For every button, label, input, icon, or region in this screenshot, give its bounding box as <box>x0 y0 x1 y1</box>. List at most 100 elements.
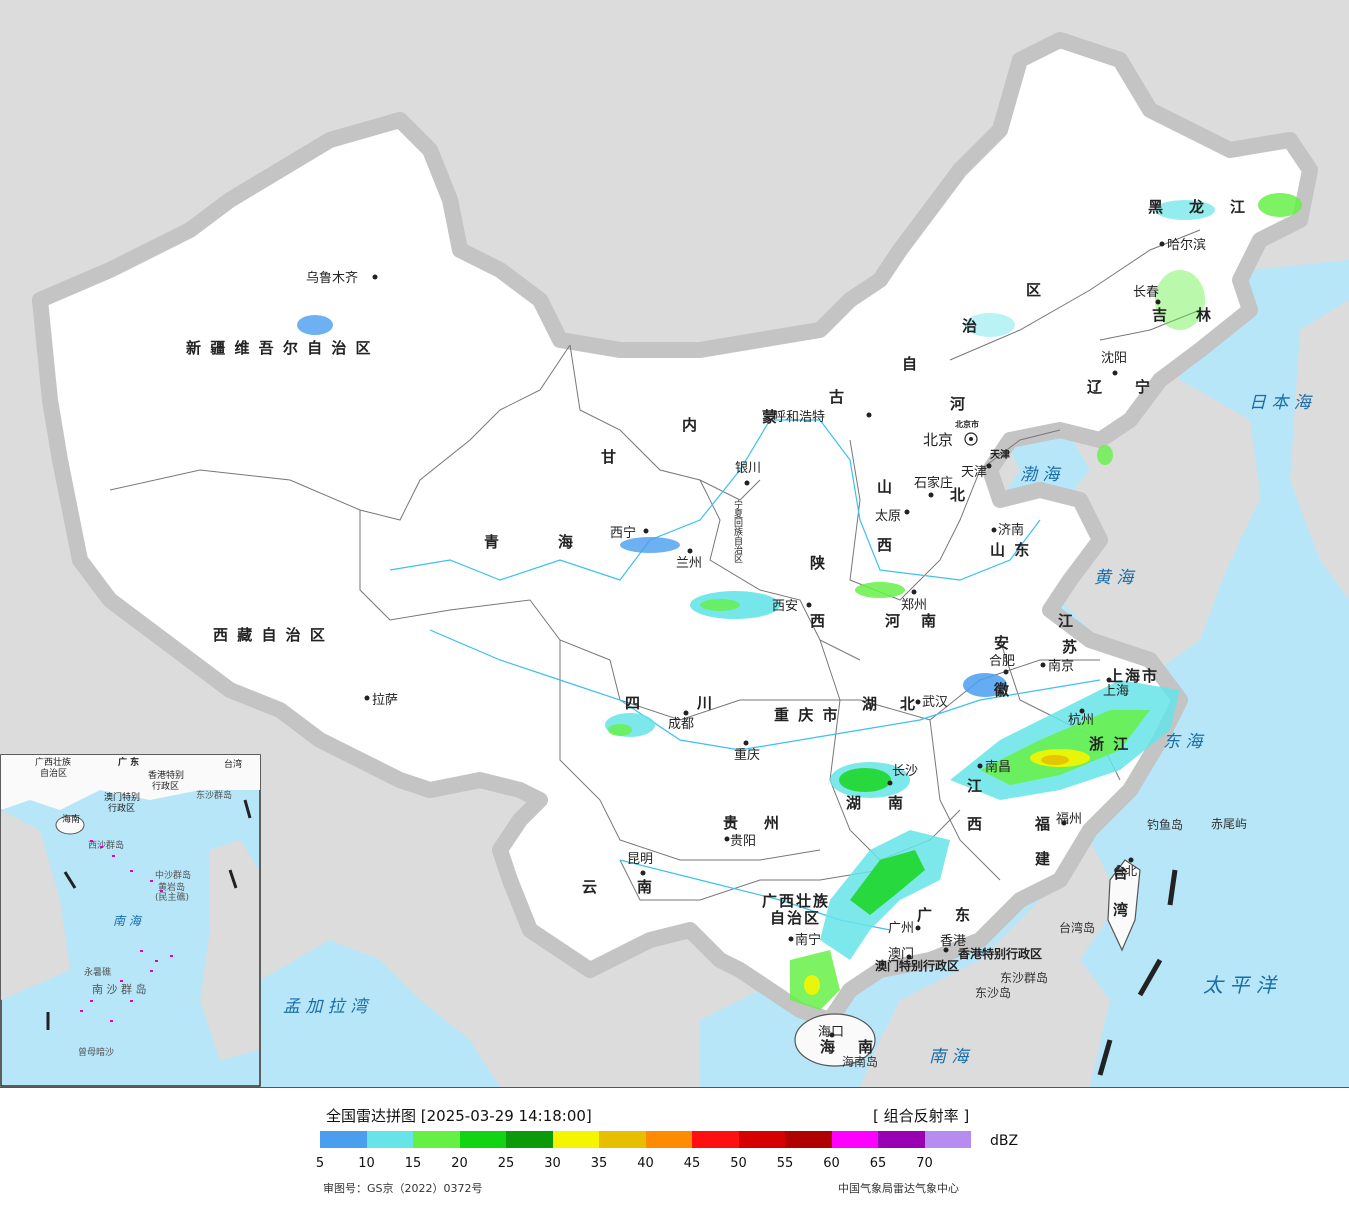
label-jiangxi-2: 西 <box>967 815 984 833</box>
hainan-island-shape <box>794 1013 876 1067</box>
label-nm-6: 区 <box>1026 281 1043 299</box>
sea-donghai: 东 海 <box>1163 732 1205 752</box>
city-hongkong: 香港 <box>940 934 966 949</box>
inset-sea: 南 海 <box>113 914 143 928</box>
city-hohhot: 呼和浩特 <box>773 410 825 425</box>
label-hainan-2: 南 <box>858 1038 875 1056</box>
island-diaoyu: 钓鱼岛 <box>1147 817 1183 832</box>
label-yunnan-1: 云 <box>582 878 599 896</box>
city-taipei: 台北 <box>1113 863 1137 878</box>
color-swatch-2 <box>413 1131 460 1148</box>
island-labels: 钓鱼岛 赤尾屿 台湾岛 东沙群岛 东沙岛 海南岛 <box>842 817 1247 1069</box>
label-nm-3: 古 <box>829 388 846 406</box>
city-urumqi: 乌鲁木齐 <box>306 270 358 286</box>
city-wuhan: 武汉 <box>922 695 948 710</box>
sea-huanghai: 黄 海 <box>1094 568 1136 588</box>
echo <box>620 537 680 553</box>
maritime-boundary <box>1097 869 1178 1076</box>
inset-guangdong: 广 东 <box>118 756 139 768</box>
inset-macao: 澳门特别 <box>104 791 140 803</box>
echo <box>1258 193 1302 217</box>
sea-pacific: 太 平 洋 <box>1203 973 1278 997</box>
label-macao-sar: 澳门特别行政区 <box>875 958 959 973</box>
inset-dongsha: 东沙群岛 <box>196 789 232 801</box>
radar-echoes <box>297 193 1302 1010</box>
city-yinchuan: 银川 <box>735 461 761 476</box>
label-qinghai-2: 海 <box>558 533 575 551</box>
city-nanjing: 南京 <box>1048 658 1074 674</box>
label-heilongjiang-1: 黑 <box>1148 198 1165 216</box>
label-hubei-1: 湖 <box>862 695 879 713</box>
label-sichuan-1: 四 <box>625 694 642 712</box>
sea-bohai: 渤 海 <box>1020 465 1062 485</box>
beijing-capital-dot <box>969 437 973 441</box>
city-nanchang: 南昌 <box>985 759 1011 775</box>
island-dongsha: 东沙岛 <box>975 985 1011 1000</box>
scale-tick: 15 <box>404 1156 422 1171</box>
city-beijing: 北京 <box>923 431 953 449</box>
label-taiwan-1: 台 <box>1113 864 1130 882</box>
city-haikou: 海口 <box>818 1025 844 1040</box>
color-swatch-8 <box>692 1131 739 1148</box>
city-jinan: 济南 <box>998 522 1024 538</box>
south-china-sea-inset <box>0 754 261 1087</box>
city-chengdu: 成都 <box>668 717 694 732</box>
city-lanzhou: 兰州 <box>676 556 702 571</box>
color-swatch-13 <box>924 1131 971 1148</box>
color-swatch-9 <box>738 1131 785 1148</box>
echo <box>850 850 925 915</box>
echo <box>608 724 632 736</box>
inset-hainan: 海南 <box>62 813 80 825</box>
label-jilin-1: 吉 <box>1152 306 1169 324</box>
label-heilongjiang-2: 龙 <box>1188 198 1206 216</box>
sea-labels: 渤 海 黄 海 东 海 南 海 日 本 海 太 平 洋 孟 加 拉 湾 <box>283 393 1314 1067</box>
city-labels: 乌鲁木齐 拉萨 西宁 兰州 银川 呼和浩特 北京 天津 石家庄 太原 济南 郑州… <box>306 237 1206 1040</box>
color-swatch-1 <box>366 1131 413 1148</box>
echo <box>963 673 1007 697</box>
sar-labels: 香港特别行政区 澳门特别行政区 北京市 天津 <box>875 419 1042 973</box>
echo <box>855 582 905 598</box>
city-hangzhou: 杭州 <box>1068 713 1094 728</box>
label-qinghai-1: 青 <box>484 533 501 551</box>
city-shanghai: 上海 <box>1103 684 1129 699</box>
label-anhui-1: 安 <box>994 634 1011 652</box>
color-swatch-4 <box>506 1131 553 1148</box>
inset-labels: 广 东 台湾 香港特别 行政区 澳门特别 行政区 东沙群岛 西沙群岛 中沙群岛 … <box>35 756 242 1058</box>
color-swatch-7 <box>645 1131 692 1148</box>
label-tibet: 西 藏 自 治 区 <box>213 626 327 644</box>
label-guangxi-2: 自治区 <box>770 909 821 927</box>
city-xian: 西安 <box>772 599 798 614</box>
city-harbin: 哈尔滨 <box>1167 237 1206 253</box>
city-macao: 澳门 <box>888 946 914 962</box>
inset-taiwan: 台湾 <box>224 758 242 770</box>
city-changsha: 长沙 <box>892 764 918 779</box>
city-shijiazhuang: 石家庄 <box>914 475 953 491</box>
label-gansu: 甘 <box>601 448 618 466</box>
color-scale <box>320 1131 971 1148</box>
radar-map: 新 疆 维 吾 尔 自 治 区 西 藏 自 治 区 青 海 甘 四 川 云 南 … <box>0 0 1349 1088</box>
city-guiyang: 贵阳 <box>730 834 756 849</box>
inset-guangxi-2: 自治区 <box>40 767 67 779</box>
color-swatch-10 <box>785 1131 832 1148</box>
label-nm-2: 蒙 <box>762 408 779 426</box>
label-hunan-2: 南 <box>888 794 905 812</box>
city-fuzhou: 福州 <box>1056 812 1082 827</box>
label-jiangsu-1: 江 <box>1058 612 1075 630</box>
label-shandong: 山 东 <box>990 541 1031 559</box>
color-swatch-11 <box>831 1131 878 1148</box>
city-hefei: 合肥 <box>989 654 1015 669</box>
label-zhejiang: 浙 江 <box>1089 735 1130 753</box>
island-hainan: 海南岛 <box>842 1054 878 1069</box>
color-swatch-6 <box>599 1131 646 1148</box>
inset-yongshu: 永暑礁 <box>84 966 111 978</box>
color-swatch-3 <box>459 1131 506 1148</box>
label-hainan-1: 海 <box>820 1038 837 1056</box>
approval-number: 审图号：GS京（2022）0372号 <box>323 1182 483 1195</box>
inset-xisha: 西沙群岛 <box>88 839 124 851</box>
label-sichuan-2: 川 <box>696 694 714 712</box>
scale-tick: 50 <box>730 1156 747 1171</box>
label-hk-sar: 香港特别行政区 <box>957 946 1042 961</box>
label-heilongjiang-3: 江 <box>1230 198 1247 216</box>
label-henan-2: 南 <box>921 612 938 630</box>
label-shaanxi-2: 西 <box>810 612 827 630</box>
